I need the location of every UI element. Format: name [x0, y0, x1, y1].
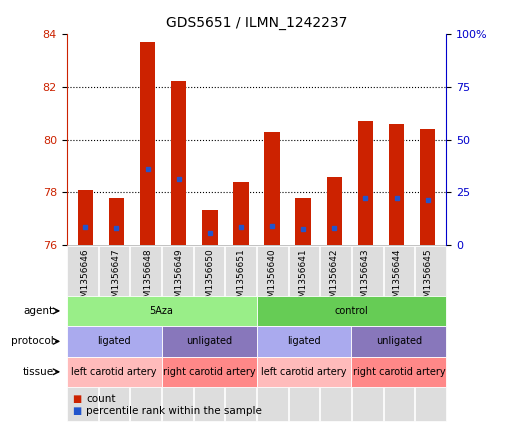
Text: percentile rank within the sample: percentile rank within the sample — [86, 406, 262, 416]
Bar — [233, 182, 249, 245]
Text: unligated: unligated — [186, 336, 232, 346]
Text: tissue: tissue — [23, 367, 54, 377]
Text: 5Aza: 5Aza — [150, 306, 173, 316]
Title: GDS5651 / ILMN_1242237: GDS5651 / ILMN_1242237 — [166, 16, 347, 30]
Text: left carotid artery: left carotid artery — [71, 367, 157, 377]
Text: agent: agent — [24, 306, 54, 316]
Bar — [295, 198, 311, 245]
Bar — [140, 42, 155, 245]
Bar — [420, 129, 436, 245]
Bar — [358, 121, 373, 245]
Text: ligated: ligated — [97, 336, 131, 346]
Bar — [109, 198, 124, 245]
Bar — [264, 132, 280, 245]
Bar — [77, 190, 93, 245]
Text: count: count — [86, 394, 116, 404]
Text: ■: ■ — [72, 394, 81, 404]
Bar — [202, 210, 218, 245]
Bar — [326, 177, 342, 245]
Text: right carotid artery: right carotid artery — [163, 367, 255, 377]
Bar — [389, 124, 404, 245]
Text: right carotid artery: right carotid artery — [352, 367, 445, 377]
Bar — [171, 81, 187, 245]
Text: ligated: ligated — [287, 336, 321, 346]
Text: protocol: protocol — [11, 336, 54, 346]
Text: unligated: unligated — [376, 336, 422, 346]
Text: left carotid artery: left carotid artery — [261, 367, 347, 377]
Text: ■: ■ — [72, 406, 81, 416]
Text: control: control — [334, 306, 368, 316]
